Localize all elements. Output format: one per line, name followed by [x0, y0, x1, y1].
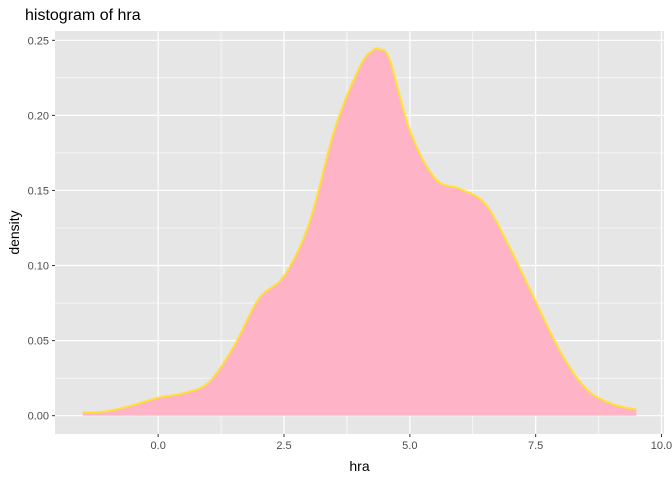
y-tick-label-0: 0.00 [28, 411, 49, 423]
y-tick-label-5: 0.25 [28, 35, 49, 47]
y-tick-label-1: 0.05 [28, 336, 49, 348]
x-axis: 0.0 2.5 5.0 7.5 10.0 [151, 434, 672, 452]
x-tick-label-1: 2.5 [276, 440, 291, 452]
chart-title: histogram of hra [25, 7, 141, 24]
density-area [82, 48, 637, 416]
x-tick-label-0: 0.0 [151, 440, 166, 452]
x-axis-title: hra [349, 458, 369, 474]
y-axis: 0.00 0.05 0.10 0.15 0.20 0.25 [28, 35, 55, 423]
y-tick-label-2: 0.10 [28, 261, 49, 273]
y-axis-title: density [6, 210, 22, 254]
y-tick-label-4: 0.20 [28, 110, 49, 122]
x-tick-label-4: 10.0 [651, 440, 672, 452]
x-tick-label-2: 5.0 [402, 440, 417, 452]
density-line [82, 47, 637, 414]
y-tick-label-3: 0.15 [28, 185, 49, 197]
x-tick-label-3: 7.5 [528, 440, 543, 452]
